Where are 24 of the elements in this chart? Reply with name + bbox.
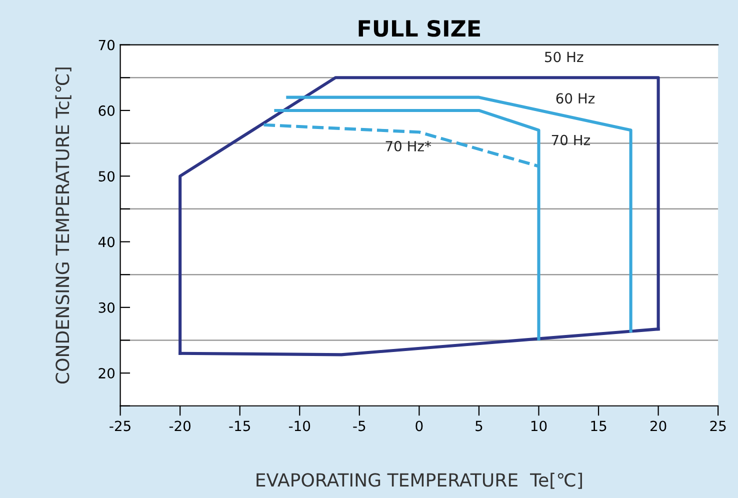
x-tick-label: -25: [110, 420, 130, 432]
series-label: 60 Hz: [556, 93, 595, 104]
chart-title: FULL SIZE: [358, 20, 480, 37]
x-tick-label: 20: [650, 420, 666, 432]
x-tick-label: 0: [416, 420, 423, 432]
x-tick-label: 10: [531, 420, 547, 432]
x-tick-label: -15: [229, 420, 250, 432]
series-label: 70 Hz*: [386, 140, 432, 152]
x-axis-title: EVAPORATING TEMPERATURE Te[℃]: [256, 472, 582, 489]
y-tick-label: 30: [98, 302, 115, 313]
y-tick-label: 50: [98, 171, 115, 182]
y-tick-label: 60: [98, 105, 115, 116]
y-tick-label: 70: [98, 40, 115, 50]
y-axis-title: CONDENSING TEMPERATURE Tc[℃]: [55, 68, 72, 384]
x-tick-label: -5: [353, 420, 366, 432]
x-tick-label: -10: [288, 420, 310, 432]
x-tick-label: 25: [710, 420, 726, 432]
x-tick-label: -20: [169, 420, 190, 432]
series-label: 50 Hz: [545, 52, 584, 62]
y-tick-label: 20: [98, 368, 115, 379]
series-label: 70 Hz: [552, 134, 590, 146]
x-tick-label: 5: [476, 420, 482, 432]
y-tick-label: 40: [98, 236, 115, 248]
x-tick-label: 15: [591, 420, 606, 432]
